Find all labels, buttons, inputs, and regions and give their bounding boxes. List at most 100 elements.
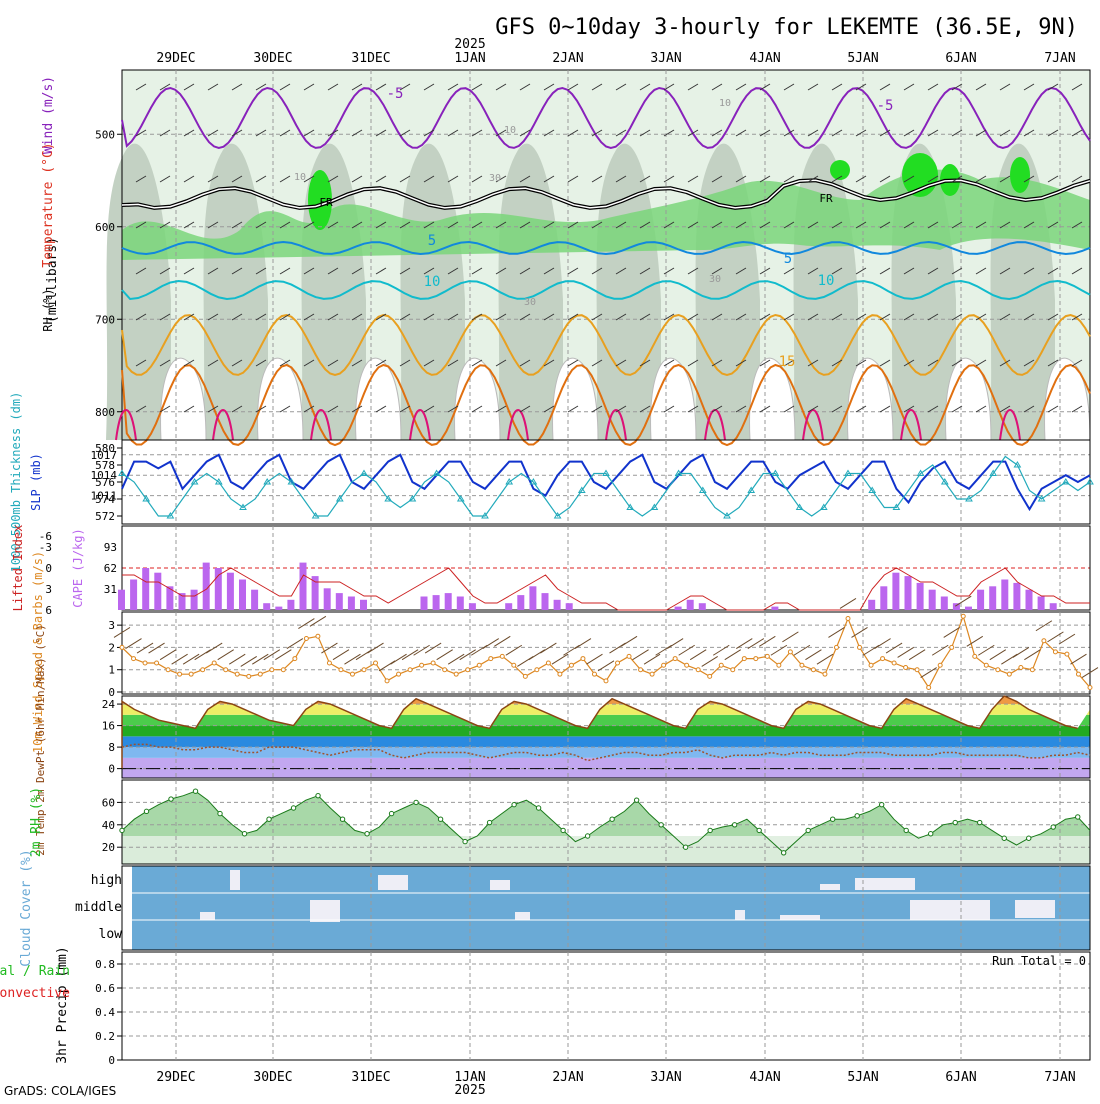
wind-barb	[1047, 129, 1059, 137]
wind-speed-point	[1087, 685, 1093, 691]
temp-band	[122, 714, 1090, 726]
wind-barb	[447, 83, 459, 91]
rh-point	[1001, 835, 1007, 841]
wind-barb	[666, 638, 684, 649]
wind-barb	[159, 359, 171, 367]
cape-bar	[214, 568, 222, 610]
wind-barb	[591, 175, 603, 183]
wind-barb	[279, 129, 291, 137]
wind-barb	[543, 129, 555, 137]
wind-speed-point	[292, 656, 298, 662]
wind-speed-point	[822, 671, 828, 677]
wind-barb	[879, 267, 891, 275]
wind-barb	[615, 405, 627, 413]
wind-barb	[879, 129, 891, 137]
rh-point	[1050, 824, 1056, 830]
wind-barb	[975, 267, 987, 275]
wind-barb	[1023, 83, 1035, 91]
wind-barb	[639, 221, 651, 229]
date-label-bottom: 29DEC	[156, 1070, 195, 1085]
wind-speed-point	[188, 671, 194, 677]
wind-barb	[303, 129, 315, 137]
date-label-top: 30DEC	[253, 51, 292, 66]
rh-point	[609, 816, 615, 822]
wind-barb	[183, 83, 195, 91]
wind-barb	[735, 175, 747, 183]
wind-barb	[551, 653, 569, 665]
wind-barb	[543, 267, 555, 275]
wind-barb	[663, 221, 675, 229]
cape-bar	[529, 586, 537, 610]
cape-li-panel: 31 62 93 -6-3 0 3 6 Lifted Index CAPE (J/kg)	[11, 525, 1091, 617]
cape-bar	[468, 603, 476, 610]
li-tick-label: -3	[39, 541, 52, 554]
wind-barb	[807, 129, 819, 137]
wind-barb	[783, 267, 795, 275]
cloud-level-label: low	[99, 927, 123, 942]
rh-point	[266, 816, 272, 822]
thickness-marker	[190, 478, 199, 485]
wind-barb	[471, 221, 483, 229]
rh-point	[388, 810, 395, 817]
cape-bar	[868, 599, 876, 610]
date-label-bottom: 2JAN	[552, 1070, 583, 1085]
temp-band	[122, 725, 1090, 737]
wind-barb	[807, 221, 819, 229]
wind-speed-point	[488, 656, 494, 662]
cape-bar	[989, 586, 997, 610]
thickness-marker	[118, 469, 126, 476]
cape-bar	[251, 589, 259, 610]
rh-moist-band	[122, 169, 1090, 260]
thickness-marker	[360, 469, 368, 476]
wind-barb	[351, 359, 363, 367]
wind-barb	[999, 129, 1011, 137]
thickness-marker	[626, 503, 635, 510]
cape-bar	[505, 603, 513, 610]
cape-bar	[698, 603, 706, 610]
cape-bar	[360, 599, 367, 610]
cape-bar	[952, 603, 960, 610]
wind-speed-point	[695, 667, 701, 673]
wind-barb	[351, 129, 363, 137]
cape-bar	[420, 596, 428, 610]
wind-barb	[279, 313, 291, 321]
rh-axis-label: RH (%)	[41, 288, 55, 331]
rh-dry-pocket	[257, 357, 304, 441]
wind-frame	[121, 611, 1091, 695]
thickness-marker	[214, 478, 223, 485]
wind-speed-point	[361, 667, 367, 673]
convective-legend: Convective	[0, 986, 70, 1001]
wind-barb	[879, 313, 891, 321]
rh-point	[241, 831, 248, 837]
thickness-marker	[747, 486, 756, 493]
wind-barb	[447, 653, 465, 665]
rh-point	[1075, 814, 1081, 820]
wind-barb	[615, 129, 627, 137]
wind-barb	[423, 313, 435, 321]
wind-barb	[927, 83, 939, 91]
wind-barb	[447, 405, 459, 413]
cape-bar	[142, 568, 150, 610]
isotherm-25	[409, 409, 431, 441]
wind-barb	[927, 267, 939, 275]
wind-speed-point	[684, 662, 690, 668]
wind-barb	[519, 313, 531, 321]
thickness-marker	[819, 503, 828, 510]
wind-barb	[231, 405, 243, 413]
wind-barb	[375, 129, 387, 137]
contour-label: -5	[877, 98, 894, 114]
rh-point	[462, 838, 468, 845]
rh-saturated-patch	[308, 170, 332, 230]
wind-barb	[447, 221, 459, 229]
date-label-top: 2JAN	[552, 51, 583, 66]
footer-credit: GrADS: COLA/IGES	[4, 1084, 116, 1098]
wind-barb	[471, 83, 483, 91]
contour-label: 30	[524, 297, 536, 308]
rh-point	[903, 827, 909, 834]
wind-tick-label: 2	[108, 641, 115, 654]
wind-barb	[999, 221, 1011, 229]
date-label-top: 6JAN	[945, 51, 976, 66]
wind-barb	[879, 83, 891, 91]
chart-title: GFS 0~10day 3-hourly for LEKEMTE (36.5E,…	[495, 15, 1078, 40]
